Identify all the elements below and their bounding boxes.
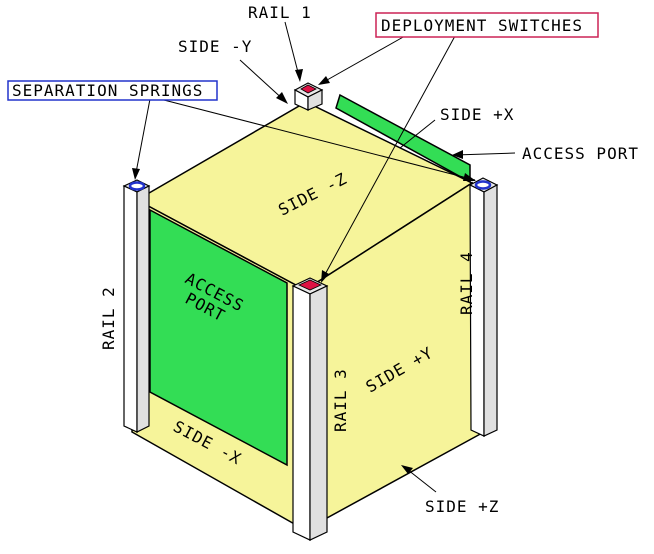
- separation-spring-rail-2: [128, 181, 146, 191]
- leader-side-neg-y: [239, 59, 287, 103]
- deployment-switch-rail-3: [298, 279, 322, 291]
- label-separation-springs: SEPARATION SPRINGS: [12, 81, 203, 100]
- deployment-switches-box: [375, 12, 599, 38]
- separation-springs-box: [7, 80, 218, 101]
- deployment-switch-rail-1: [300, 84, 317, 94]
- leader-separation-rail-2: [134, 98, 151, 179]
- label-side-neg-y: SIDE -Y: [178, 37, 252, 56]
- access-port-panel-side-x: [149, 208, 288, 467]
- leader-deployment-rail-1: [319, 35, 406, 85]
- label-rail-1: RAIL 1: [248, 3, 312, 22]
- label-rail-4: RAIL 4: [457, 251, 476, 315]
- label-side-pos-z: SIDE +Z: [425, 497, 499, 516]
- label-rail-3: RAIL 3: [331, 368, 350, 432]
- rail-3: [291, 277, 329, 541]
- rail-4: [468, 177, 499, 437]
- access-port-panel-top: [335, 93, 471, 184]
- leader-access-port: [454, 152, 516, 156]
- label-access-port: ACCESS PORT: [522, 144, 639, 163]
- label-rail-2: RAIL 2: [99, 286, 118, 350]
- separation-spring-rail-4: [474, 180, 492, 190]
- leader-separation-rail-4: [159, 98, 476, 181]
- rail-2: [122, 179, 151, 433]
- label-side-pos-x: SIDE +X: [440, 105, 514, 124]
- leader-side-pos-x: [399, 119, 436, 149]
- label-deployment-switches: DEPLOYMENT SWITCHES: [381, 16, 583, 35]
